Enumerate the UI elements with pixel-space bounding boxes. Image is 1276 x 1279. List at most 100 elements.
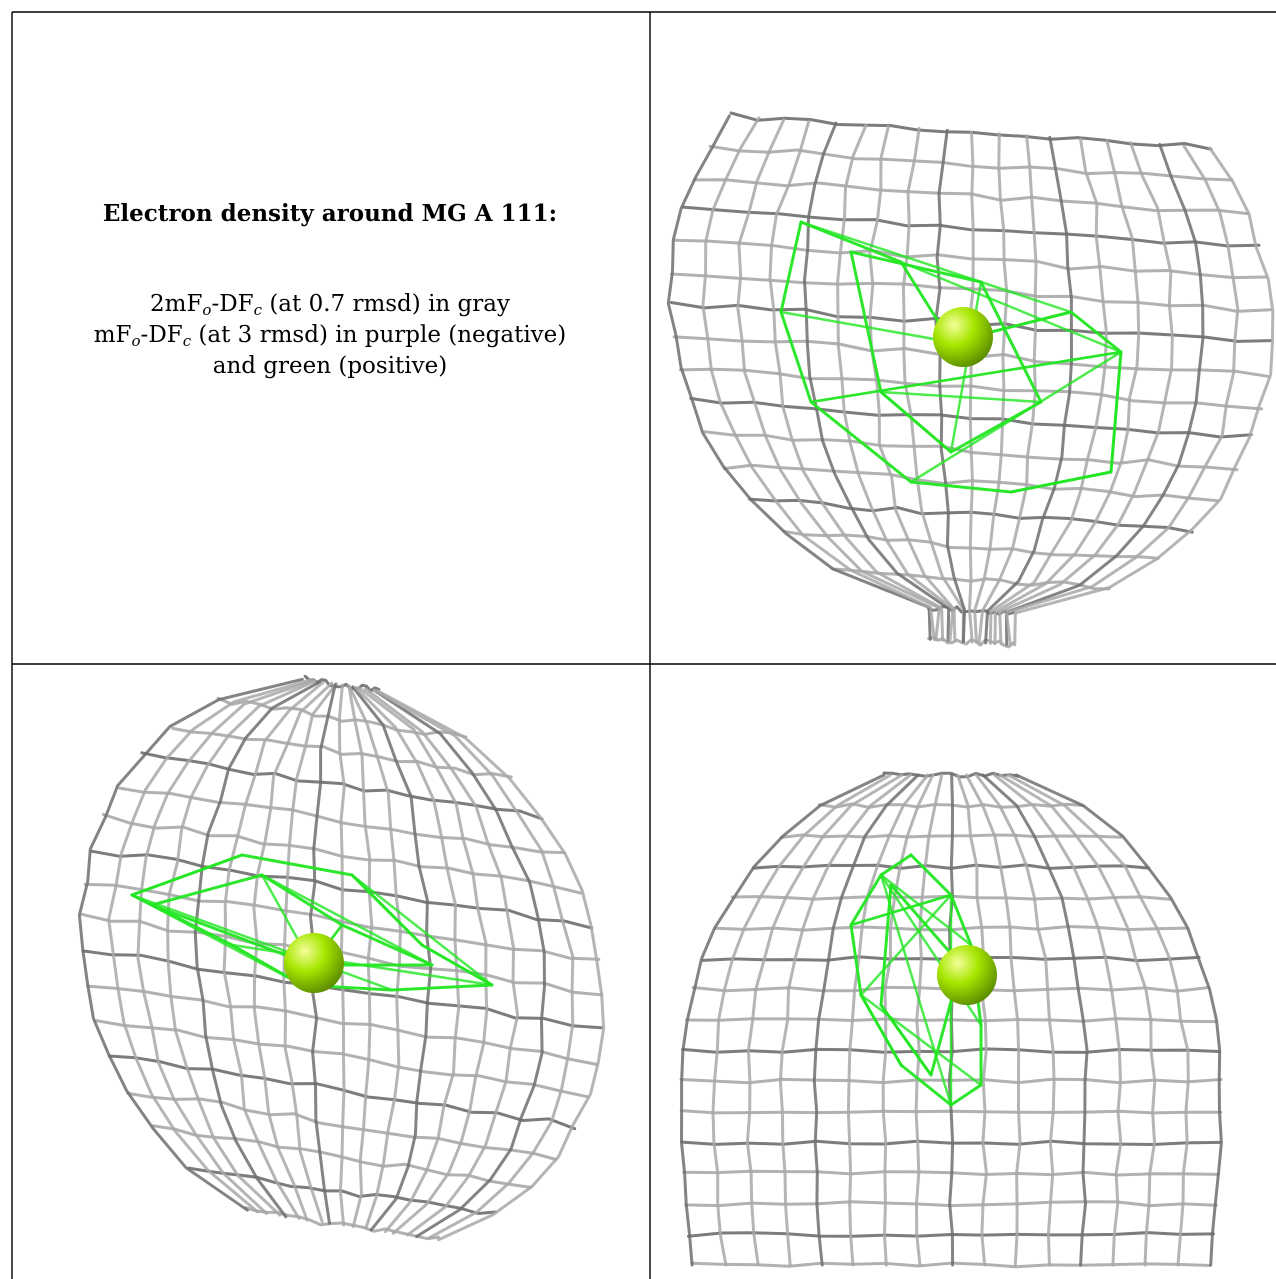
- gray-mesh-column: [868, 125, 957, 643]
- density-view-1: [651, 12, 1276, 664]
- gray-mesh-column: [993, 139, 1141, 646]
- gray-mesh-column: [77, 677, 304, 1212]
- gray-mesh-column: [354, 686, 461, 1234]
- gray-mesh-column: [107, 678, 313, 1214]
- gray-mesh-row: [708, 144, 1234, 182]
- gray-mesh-column: [881, 773, 935, 1267]
- green-mesh-edge: [879, 1003, 933, 1077]
- gray-mesh-column: [351, 685, 433, 1232]
- green-mesh-edge: [849, 873, 883, 927]
- gray-mesh-column: [846, 773, 930, 1267]
- mg-ion: [937, 945, 997, 1005]
- green-mesh-edge: [849, 250, 883, 394]
- gray-mesh-column: [803, 121, 951, 642]
- gray-mesh: [77, 674, 606, 1242]
- density-view-2: [12, 665, 651, 1279]
- caption-title: Electron density around MG A 111:: [102, 200, 558, 227]
- gray-mesh-column: [347, 684, 374, 1229]
- green-mesh-edge: [130, 853, 244, 897]
- caption-line-2fo-fc: 2mFo-DFc (at 0.7 rmsd) in gray: [150, 291, 510, 319]
- green-mesh-edge: [949, 1083, 983, 1107]
- gray-mesh-column: [745, 773, 904, 1267]
- green-mesh-edge: [899, 1063, 953, 1107]
- gray-mesh-column: [375, 689, 606, 1242]
- caption-line-fo-fc: mFo-DFc (at 3 rmsd) in purple (negative): [93, 322, 567, 350]
- green-mesh-edge: [809, 350, 1123, 404]
- gray-mesh-column: [812, 773, 920, 1267]
- gray-mesh-column: [988, 137, 1108, 645]
- gray-mesh-row: [882, 771, 1020, 779]
- green-mesh-edge: [1009, 470, 1113, 494]
- gray-mesh-column: [222, 681, 325, 1220]
- green-mesh-edge: [350, 873, 494, 987]
- mg-ion: [284, 933, 344, 993]
- gray-mesh-column: [973, 132, 1009, 644]
- green-mesh-edge: [879, 390, 953, 454]
- gray-mesh-column: [1004, 142, 1205, 646]
- green-mesh-edge: [909, 853, 953, 897]
- green-mesh-edge: [420, 943, 494, 987]
- gray-mesh-column: [974, 773, 1056, 1267]
- mg-ion-sphere: [933, 307, 993, 367]
- green-mesh-edge: [909, 480, 1013, 494]
- green-mesh: [779, 220, 1123, 494]
- mg-ion: [933, 307, 993, 367]
- figure-caption: Electron density around MG A 111: 2mFo-D…: [12, 200, 648, 382]
- mg-ion-sphere: [937, 945, 997, 1005]
- gray-mesh-column: [166, 679, 317, 1217]
- green-mesh-edge: [949, 400, 1043, 454]
- gray-mesh-column: [1014, 773, 1223, 1267]
- gray-mesh-column: [836, 123, 955, 643]
- gray-mesh-column: [364, 687, 520, 1237]
- gray-mesh-column: [358, 686, 489, 1235]
- gray-mesh-column: [136, 679, 316, 1215]
- green-mesh-edge: [1109, 350, 1123, 474]
- gray-mesh-row: [187, 1166, 497, 1215]
- gray-mesh-column: [372, 688, 575, 1240]
- gray-mesh-column: [998, 141, 1174, 646]
- gray-mesh-column: [901, 126, 965, 643]
- gray-mesh-column: [666, 114, 932, 641]
- gray-mesh-column: [768, 119, 945, 642]
- gray-mesh-column: [371, 687, 546, 1238]
- gray-mesh-column: [984, 135, 1073, 645]
- green-mesh-edge: [240, 853, 354, 877]
- gray-mesh-column: [967, 130, 975, 644]
- green-mesh-edge: [879, 873, 973, 947]
- green-mesh-edge: [899, 260, 1123, 354]
- green-mesh-edge: [390, 983, 494, 992]
- green-mesh-edge: [799, 220, 1073, 314]
- gray-mesh-row: [674, 238, 1268, 280]
- gray-mesh-column: [193, 680, 322, 1219]
- green-mesh-edge: [779, 310, 813, 404]
- green-mesh-edge: [879, 390, 1043, 404]
- green-mesh-edge: [879, 853, 913, 877]
- green-mesh-edge: [130, 893, 394, 992]
- gray-mesh-column: [981, 773, 1089, 1267]
- gray-mesh-column: [778, 773, 912, 1267]
- green-mesh-edge: [1069, 310, 1123, 354]
- green-mesh-edge: [130, 893, 234, 947]
- green-mesh-edge: [350, 873, 424, 947]
- gray-mesh-column: [736, 118, 941, 642]
- gray-mesh-column: [998, 773, 1157, 1267]
- green-mesh-edge: [859, 993, 983, 1087]
- gray-mesh-column: [347, 684, 402, 1230]
- green-mesh-edge: [879, 873, 953, 1107]
- caption-line-positive: and green (positive): [212, 353, 448, 379]
- gray-mesh: [666, 111, 1275, 649]
- green-mesh-edge: [979, 280, 1043, 404]
- gray-mesh-row: [680, 1139, 1222, 1146]
- gray-mesh-column: [701, 116, 936, 641]
- gray-mesh-column: [680, 773, 886, 1267]
- gray-mesh-column: [1005, 144, 1240, 646]
- gray-mesh-column: [914, 773, 944, 1267]
- green-mesh-edge: [859, 893, 953, 997]
- green-mesh-edge: [779, 220, 803, 314]
- green-mesh-edge: [849, 250, 983, 284]
- gray-mesh-column: [1013, 146, 1275, 647]
- green-mesh-edge: [809, 400, 913, 484]
- density-view-3: [651, 665, 1276, 1279]
- gray-mesh-column: [282, 682, 338, 1224]
